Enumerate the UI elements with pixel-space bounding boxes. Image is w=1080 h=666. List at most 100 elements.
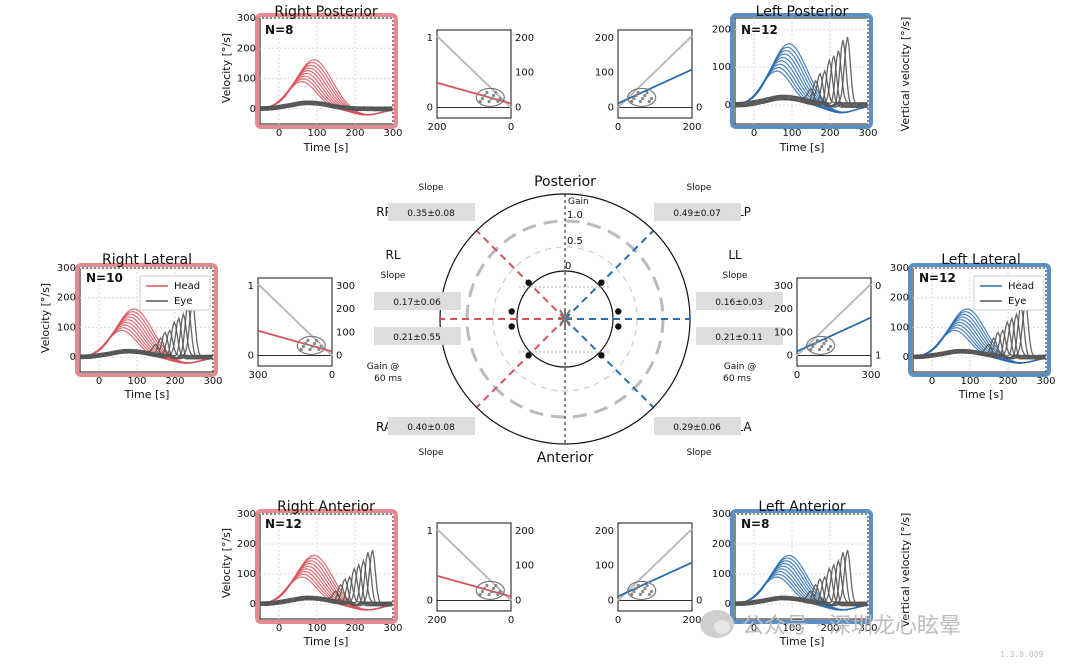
n-left-anterior: N=8 <box>741 517 769 531</box>
unity-line <box>257 283 333 357</box>
ytick-label: 100 <box>890 322 909 333</box>
scatter-ytick-right: 300 <box>336 281 355 292</box>
scatter-point <box>304 341 308 346</box>
badge-lp: 0.49±0.07 <box>673 209 721 219</box>
legend-eye-ll: Eye <box>1008 296 1026 307</box>
xtick-label: 0 <box>929 376 935 387</box>
xtick-label: 100 <box>782 128 801 139</box>
xtick-label: 300 <box>858 623 877 634</box>
polar-gain-points <box>508 279 622 359</box>
panel-frame <box>730 509 873 624</box>
badge-rl-slope: 0.17±0.06 <box>393 298 441 308</box>
ytick-label: 200 <box>712 539 731 550</box>
scatter-point <box>310 344 314 349</box>
scatter-point <box>487 592 491 597</box>
legend-eye-rl: Eye <box>174 296 192 307</box>
n-right-anterior: N=12 <box>265 517 302 531</box>
scatter-point <box>817 347 822 352</box>
ytick-label: 300 <box>237 509 256 520</box>
gain-at-left: Gain @ <box>367 362 400 372</box>
n-left-lateral: N=12 <box>919 271 956 285</box>
scatter-ytick-right: 0 <box>696 102 702 113</box>
unity-line <box>436 35 512 109</box>
scatter-point <box>480 589 485 594</box>
panel-1: 0 100 200 300 0 100 200 <box>712 13 878 139</box>
ytick-label: 100 <box>57 322 76 333</box>
ylabel-lp: Vertical velocity [°/s] <box>899 17 912 132</box>
scatter-point <box>480 96 485 101</box>
polar-bottom-label: Anterior <box>537 450 594 466</box>
scatter-xtick: 300 <box>248 370 267 381</box>
eye-trace <box>912 320 1046 360</box>
scatter-point <box>824 338 828 343</box>
title-left-lateral: Left Lateral <box>941 252 1021 268</box>
scatter-point <box>319 344 323 349</box>
badge-ra: 0.40±0.08 <box>407 423 455 433</box>
fit-line <box>617 561 693 598</box>
panel-0: 0 100 200 300 0 100 200 300 <box>237 13 403 139</box>
scatter-point <box>828 344 833 349</box>
ytick-label: 200 <box>712 24 731 35</box>
xtick-label: 200 <box>165 376 184 387</box>
scatter-point <box>491 586 496 591</box>
xtick-label: 0 <box>276 128 282 139</box>
scatter-cloud <box>627 87 657 108</box>
scatter-point <box>647 592 651 597</box>
xtick-label: 100 <box>960 376 979 387</box>
scatter-point <box>809 347 813 352</box>
panel-4: 0 100 200 300 0 100 200 300 <box>237 509 403 634</box>
scatter-xtick: 0 <box>329 370 335 381</box>
xtick-label: 200 <box>820 128 839 139</box>
scatter-point <box>822 341 826 346</box>
gain-at-left-2: 60 ms <box>374 374 402 384</box>
xtick-label: 0 <box>96 376 102 387</box>
xtick-label: 0 <box>751 623 757 634</box>
scatter-point <box>496 592 500 597</box>
gain-point-4 <box>598 279 605 286</box>
ytick-label: 300 <box>237 13 256 24</box>
head-trace <box>259 59 394 116</box>
scatter-cloud <box>806 335 836 356</box>
scatter-point <box>630 99 634 104</box>
scatter-point <box>636 90 640 95</box>
scatter-point <box>638 99 643 104</box>
time-label-la: Time [s] <box>779 635 825 648</box>
scatter-ytick-left: 0 <box>427 102 433 113</box>
legend-head-ll: Head <box>1008 281 1034 292</box>
scatter-ytick-left: 1 <box>248 281 254 292</box>
scatter-ytick-right: 0 <box>875 281 881 292</box>
scatter-ytick-right: 100 <box>336 327 355 338</box>
panel-frame <box>255 509 398 624</box>
scatter-xtick: 200 <box>682 122 701 133</box>
gain-point-2 <box>508 323 515 330</box>
title-left-anterior: Left Anterior <box>758 499 846 515</box>
polar-gain-label: Gain <box>568 197 589 207</box>
scatter-ytick-left: 300 <box>774 281 793 292</box>
ytick-label: 100 <box>237 569 256 580</box>
gain-at-right: Gain @ <box>724 362 757 372</box>
ytick-label: 300 <box>57 263 76 274</box>
scatter-cloud <box>296 335 326 356</box>
scatter-ytick-left: 0 <box>608 595 614 606</box>
gain-point-0 <box>525 279 532 286</box>
panel-frame <box>730 13 873 129</box>
eye-trace <box>734 549 868 607</box>
scatter-point <box>487 99 491 104</box>
n-right-lateral: N=10 <box>86 271 123 285</box>
polar-ring-05: 0.5 <box>567 236 583 247</box>
unity-line <box>436 528 512 602</box>
title-left-posterior: Left Posterior <box>756 4 849 20</box>
scatter-point <box>813 341 817 346</box>
scatter-xtick: 200 <box>427 122 446 133</box>
scatter-ytick-left: 200 <box>774 304 793 315</box>
scatter-point <box>645 90 649 95</box>
time-label-rl: Time [s] <box>124 388 170 401</box>
polar-ring-1: 1.0 <box>567 210 583 221</box>
scatter-ytick-left: 100 <box>595 561 614 572</box>
eye-trace <box>734 58 868 108</box>
scatter-xtick: 200 <box>682 615 701 626</box>
polar-plot: Posterior Anterior Gain 1.0 0.5 0 RP RL … <box>367 174 783 466</box>
xtick-label: 300 <box>203 376 222 387</box>
eye-trace <box>79 320 213 360</box>
